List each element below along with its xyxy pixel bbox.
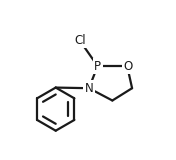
Text: O: O (124, 60, 133, 72)
Text: P: P (94, 60, 101, 72)
Text: Cl: Cl (74, 34, 86, 47)
Text: N: N (85, 82, 93, 95)
